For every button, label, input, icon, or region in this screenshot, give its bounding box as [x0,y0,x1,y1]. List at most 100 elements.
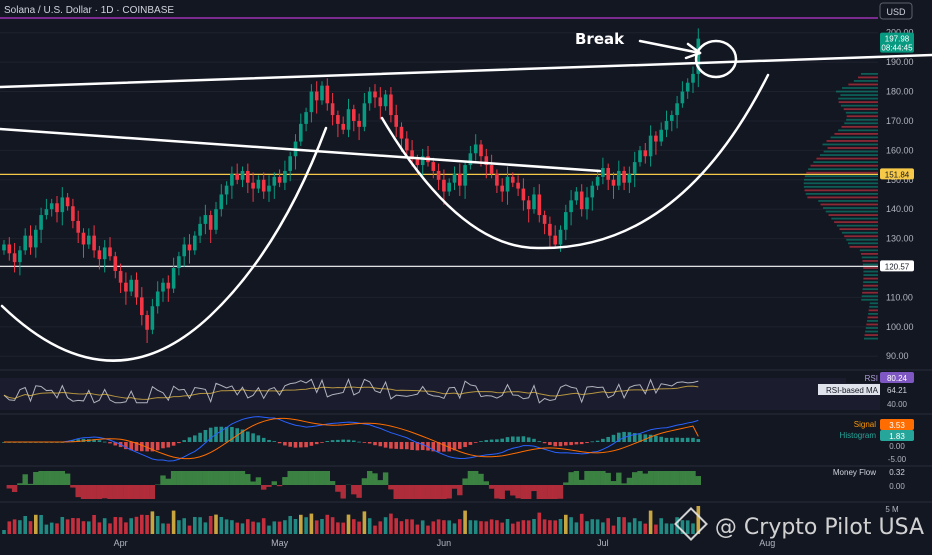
macd-histogram-bar [548,442,552,445]
money-flow-bar [383,472,388,485]
macd-histogram-bar [580,442,584,444]
money-flow-bar [277,485,282,486]
candle-body [209,215,213,230]
money-flow-bar [431,485,436,499]
candle-body [310,92,314,113]
money-flow-bar [457,485,462,495]
macd-histogram-bar [225,427,229,442]
candle-body [235,174,239,180]
volume-profile-bar [850,246,878,248]
volume-profile-bar [863,285,878,287]
volume-profile-bar [868,317,878,319]
macd-histogram-bar [490,440,494,442]
candle-body [8,244,12,253]
volume-bar [172,511,176,534]
candle-body [490,165,494,174]
volume-bar [294,519,298,534]
volume-profile-bar [828,147,878,149]
volume-bar [469,520,473,534]
candle-body [432,162,436,171]
candle-body [55,203,59,212]
money-flow-zero-label: 0.00 [889,482,905,491]
macd-histogram-bar [527,437,531,442]
candle-body [569,200,573,212]
candle-body [363,103,367,127]
money-flow-bar [553,485,558,499]
candle-body [87,236,91,245]
volume-profile-bar [858,77,878,79]
volume-bar [299,515,303,534]
money-flow-bar [500,485,505,499]
volume-profile-bar [846,112,878,114]
volume-bar [511,524,515,534]
macd-histogram-bar [283,442,287,445]
x-tick-label: Jul [597,538,609,548]
money-flow-bar [674,471,679,485]
volume-profile-bar [846,119,878,121]
candle-body [2,244,6,250]
volume-profile-bar [841,126,878,128]
macd-histogram-bar [373,442,377,445]
volume-bar [453,523,457,534]
volume-profile-bar [805,175,878,177]
watermark: @ Crypto Pilot USA [679,512,924,540]
candle-body [670,115,674,121]
macd-histogram-bar [294,442,298,448]
macd-histogram-bar [532,439,536,442]
candle-body [548,224,552,236]
macd-histogram-bar [474,442,478,443]
macd-low-label: -5.00 [888,455,907,464]
volume-bar [416,525,420,534]
volume-bar [182,518,186,534]
volume-bar [474,520,478,534]
money-flow-bar [76,485,81,497]
macd-histogram-bar [379,442,383,446]
candle-body [119,271,123,283]
volume-profile-bar [860,249,878,251]
candle-body [580,192,584,210]
money-flow-bar [319,471,324,485]
macd-hist-value: 1.83 [889,432,905,441]
volume-bar [39,515,43,534]
macd-histogram-bar [320,442,324,443]
money-flow-bar [97,485,102,499]
money-flow-bar [7,485,12,489]
candle-body [267,186,271,192]
candle-body [241,171,245,180]
volume-bar [124,522,128,534]
volume-bar [18,520,22,534]
volume-profile-bar [806,172,878,174]
money-flow-bar [579,480,584,485]
money-flow-bar [123,485,128,499]
money-flow-bar [197,471,202,485]
money-flow-bar [23,474,28,485]
candle-body [575,192,579,201]
candle-body [405,139,409,151]
money-flow-bar [235,471,240,485]
candle-body [288,156,292,171]
money-flow-bar [648,471,653,485]
macd-histogram-bar [198,433,202,442]
candle-body [214,209,218,230]
money-flow-bar [293,471,298,485]
volume-bar [66,519,70,534]
volume-profile-bar [863,278,878,280]
y-tick-label: 140.00 [886,204,914,214]
macd-histogram-bar [188,437,192,442]
money-flow-bar [627,478,632,485]
volume-bar [246,519,250,534]
candle-body [34,230,38,248]
volume-bar [13,519,17,534]
money-flow-bar [489,485,494,489]
macd-histogram-bar [368,442,372,443]
volume-profile-bar [834,221,878,223]
candle-body [347,109,351,130]
macd-histogram-bar [251,433,255,442]
candle-body [92,236,96,251]
volume-profile-bar [831,218,878,220]
volume-bar [665,523,669,534]
candle-body [379,97,383,106]
macd-histogram-bar [628,432,632,442]
candle-body [66,197,70,206]
